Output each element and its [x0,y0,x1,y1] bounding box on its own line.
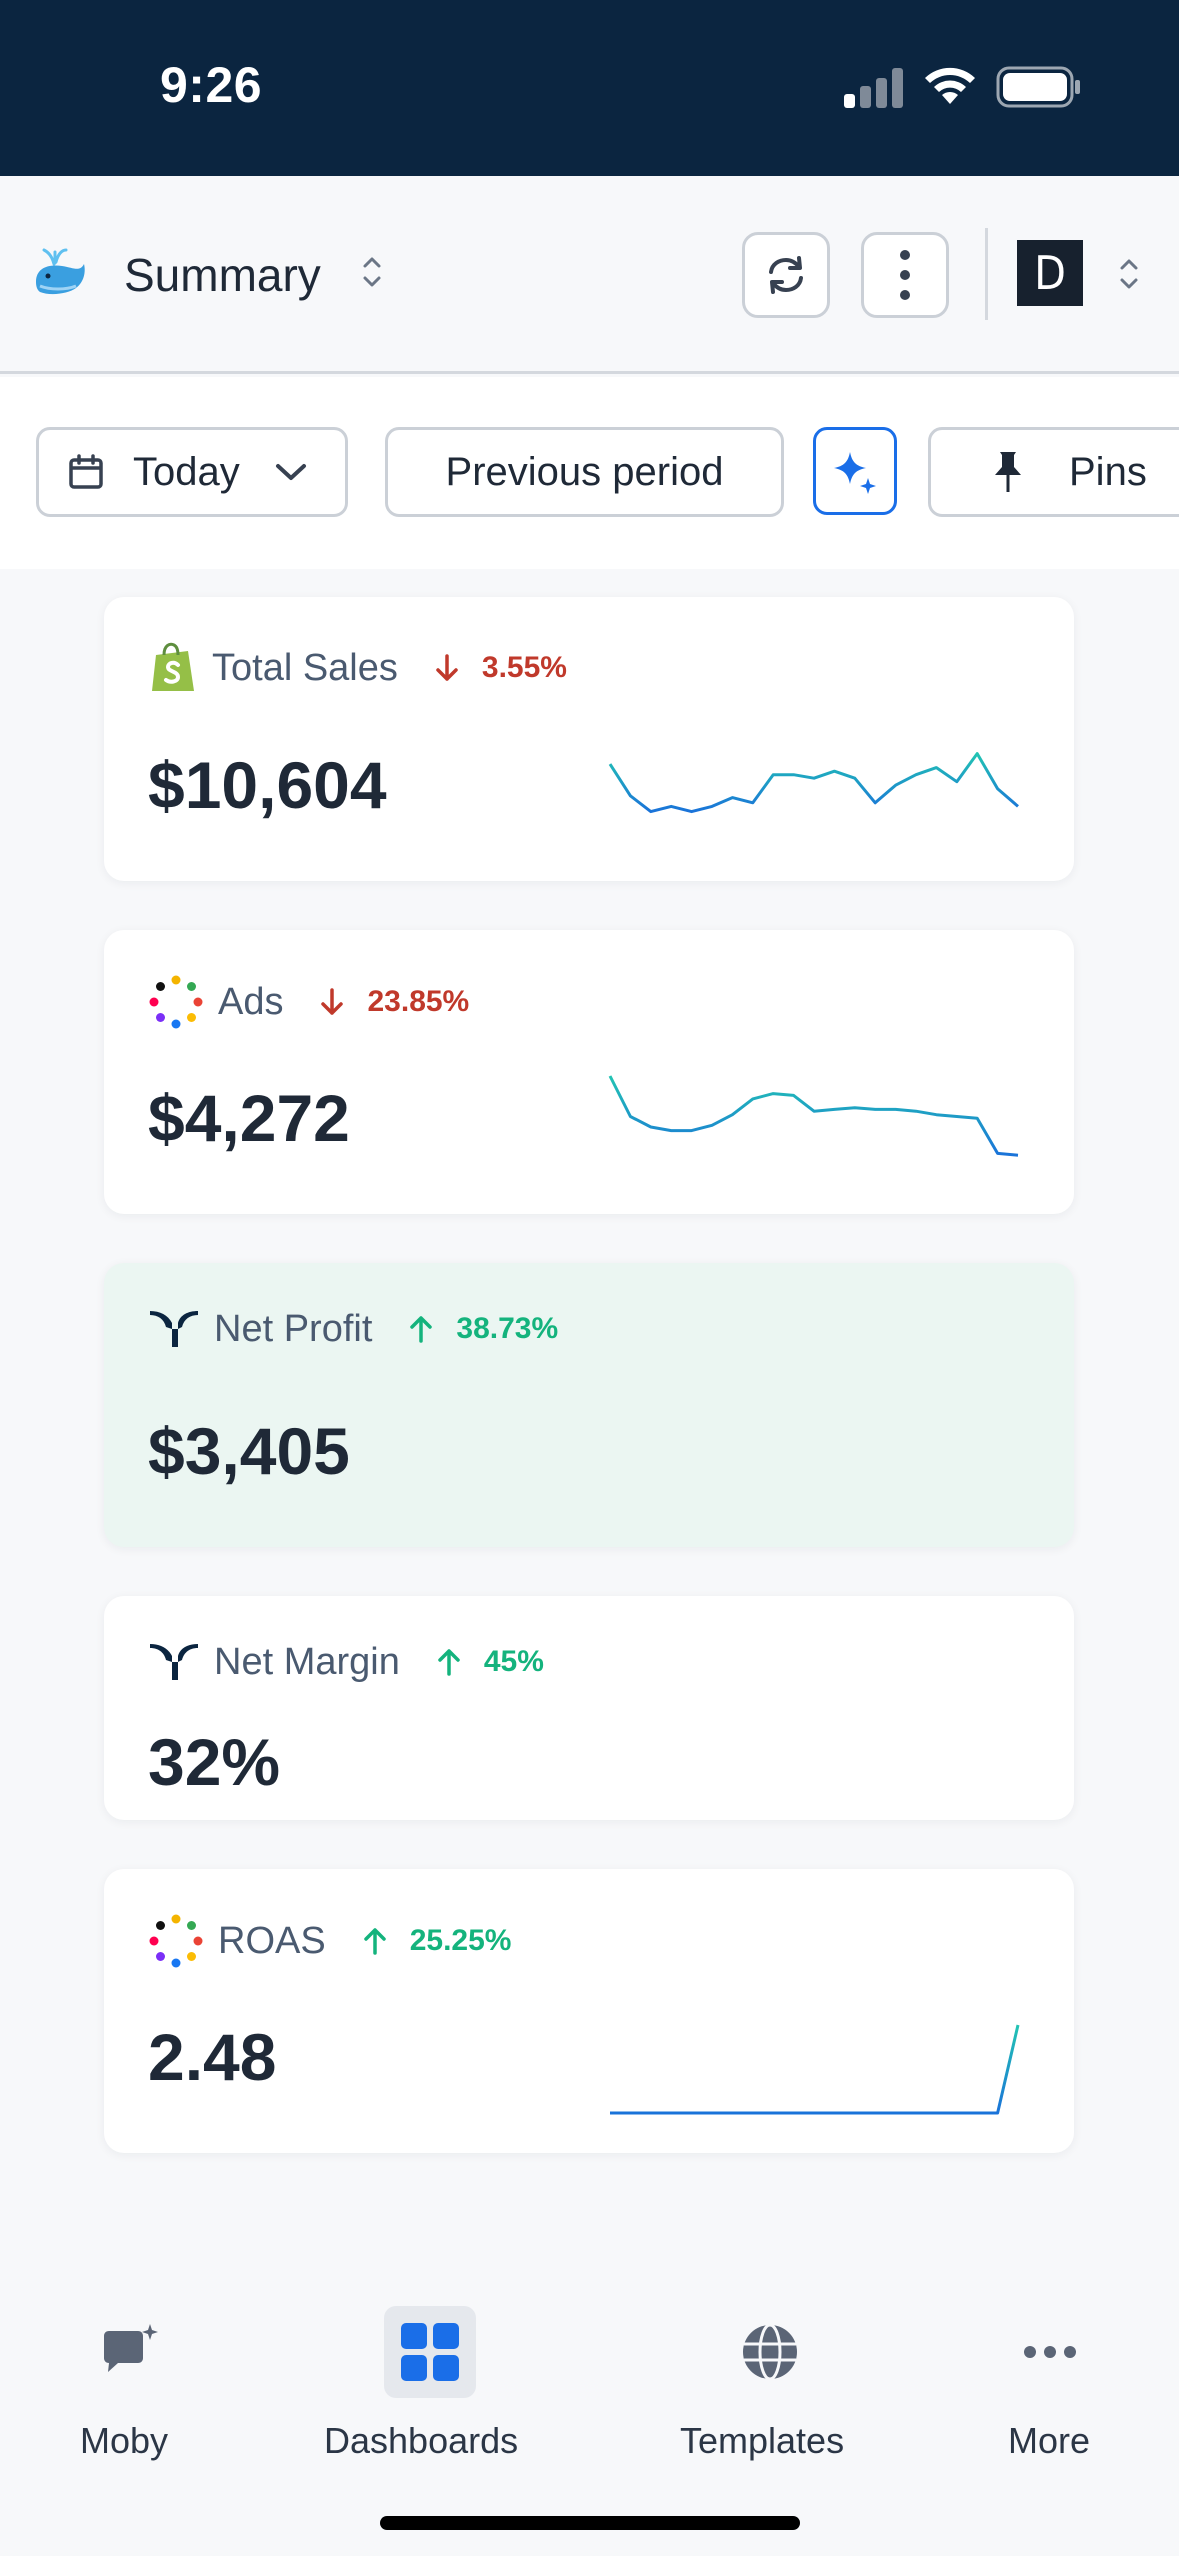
arrow-up-icon [363,1928,386,1955]
arrow-up-icon [410,1316,433,1343]
shopify-icon [152,642,194,691]
pins-label: Pins [1069,449,1147,494]
ai-insights-button[interactable] [813,427,897,515]
home-indicator [380,2516,800,2530]
card-title: ROAS [218,1919,326,1962]
metric-value: 32% [148,1725,281,1799]
status-bar: 9:26 [0,0,1179,176]
sparkline-path [608,1075,1019,1157]
compare-period-label: Previous period [445,449,724,494]
more-dots-icon [1004,2306,1096,2398]
tab-label: Moby [80,2420,169,2461]
card-title: Total Sales [212,646,398,689]
date-range-dropdown[interactable]: Today [36,427,348,517]
sparkline-chart [610,2024,1020,2115]
pins-button[interactable]: Pins [928,427,1179,517]
vertical-dots-icon [900,250,910,300]
compare-period-button[interactable]: Previous period [385,427,784,517]
ads-dots-icon [149,975,203,1029]
change-percent: 23.85% [367,985,470,1018]
metric-card-roas[interactable]: ROAS 25.25% 2.48 [104,1869,1074,2153]
change-indicator: 23.85% [319,985,469,1019]
calendar-icon [69,454,103,489]
tab-moby[interactable]: Moby [50,2262,210,2462]
change-indicator: 38.73% [408,1312,558,1346]
app-header: Summary D [0,176,1179,374]
card-header: ROAS 25.25% [148,1913,511,1969]
card-title: Net Profit [214,1307,373,1350]
header-divider [985,228,988,320]
card-header: Total Sales 3.55% [148,641,567,695]
card-title: Ads [218,980,284,1023]
filter-bar: Today Previous period Pins [0,377,1179,569]
sparkle-icon [834,452,876,494]
metric-value: 2.48 [148,2020,277,2094]
card-header: Net Margin 45% [148,1640,544,1684]
globe-icon [724,2306,816,2398]
date-range-label: Today [133,449,240,494]
metric-value: $3,405 [148,1414,350,1488]
card-title: Net Margin [214,1640,400,1683]
store-switcher-chevron-icon[interactable] [1117,254,1141,294]
triple-whale-icon [150,1311,198,1347]
tab-label: Templates [680,2420,845,2461]
grid-icon [384,2306,476,2398]
sparkline-path [610,2024,1020,2115]
card-header: Net Profit 38.73% [148,1307,558,1351]
chevron-down-icon [275,464,306,480]
battery-icon [996,66,1080,108]
pin-icon [995,452,1021,492]
change-percent: 38.73% [456,1312,559,1345]
sparkline-path [608,752,1019,814]
bottom-tab-bar: Moby Dashboards Templates [0,2262,1179,2556]
metric-value: $10,604 [148,748,387,822]
change-indicator: 45% [436,1645,544,1679]
metric-value: $4,272 [148,1081,350,1155]
arrow-down-icon [321,988,344,1015]
sparkline-chart [608,752,1019,814]
change-indicator: 3.55% [434,651,567,685]
page-title[interactable]: Summary [124,249,321,301]
metric-card-total-sales[interactable]: Total Sales 3.55% $10,604 [104,597,1074,881]
cellular-signal-icon [844,68,906,108]
tab-more[interactable]: More [990,2262,1110,2462]
metric-card-net-profit[interactable]: Net Profit 38.73% $3,405 [104,1263,1074,1547]
tab-label: More [1008,2420,1091,2461]
tab-label: Dashboards [324,2420,519,2461]
change-indicator: 25.25% [362,1924,512,1958]
change-percent: 25.25% [409,1924,512,1957]
refresh-button[interactable] [742,232,830,318]
triple-whale-icon [150,1644,198,1680]
sparkline-chart [608,1075,1019,1157]
change-percent: 45% [483,1645,544,1678]
tab-templates[interactable]: Templates [670,2262,870,2462]
refresh-icon [769,256,803,294]
status-time: 9:26 [160,57,263,113]
arrow-up-icon [438,1649,460,1676]
metric-card-net-margin[interactable]: Net Margin 45% 32% [104,1596,1074,1820]
arrow-down-icon [436,654,458,681]
chevron-up-down-icon[interactable] [360,252,384,292]
metric-card-ads[interactable]: Ads 23.85% $4,272 [104,930,1074,1214]
more-options-button[interactable] [861,232,949,318]
card-header: Ads 23.85% [148,974,469,1030]
tab-dashboards[interactable]: Dashboards [320,2262,540,2462]
chat-sparkle-icon [84,2306,176,2398]
store-avatar[interactable]: D [1017,240,1083,306]
wifi-icon [925,67,975,104]
whale-logo-icon [36,248,85,295]
ads-dots-icon [149,1914,203,1968]
change-percent: 3.55% [481,651,567,684]
